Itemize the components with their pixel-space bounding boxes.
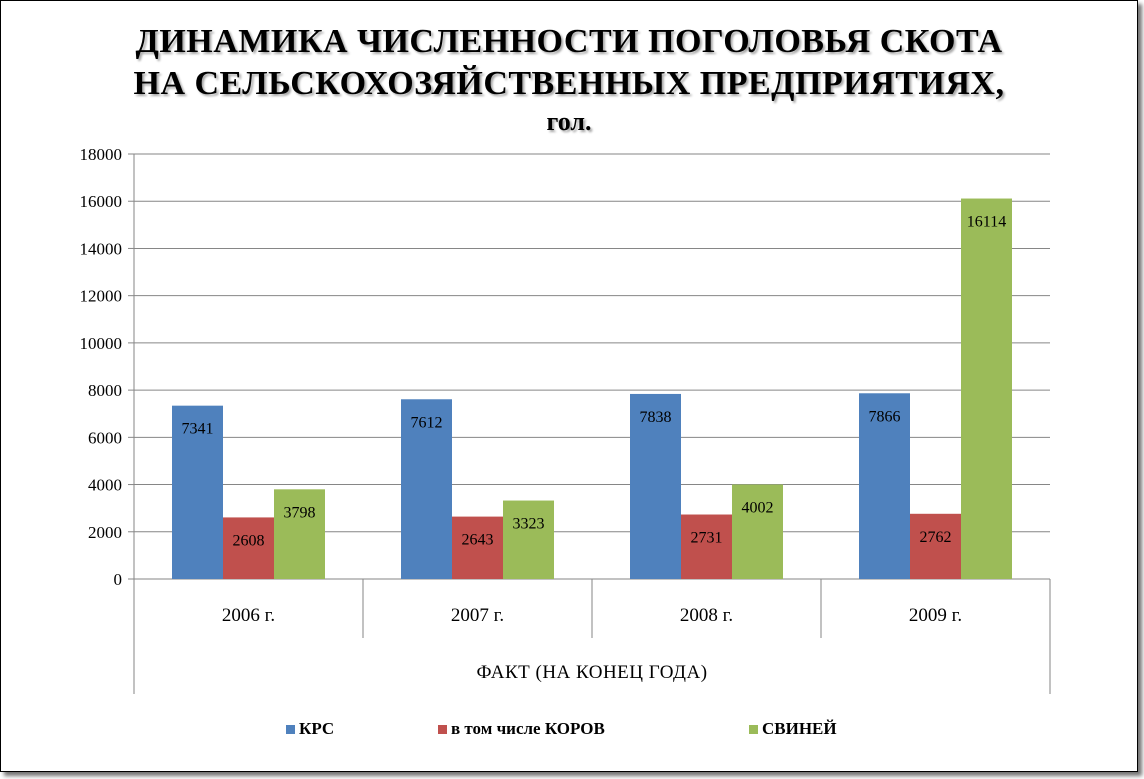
y-tick-label: 16000 [80,192,123,211]
chart-title-line-1: ДИНАМИКА ЧИСЛЕННОСТИ ПОГОЛОВЬЯ СКОТА [135,23,1003,60]
bar [859,393,910,579]
data-label: 3798 [284,504,316,521]
data-label: 2643 [462,532,494,549]
bar [401,399,452,579]
data-label: 7838 [640,409,672,426]
bar [223,517,274,579]
x-tick-label: 2009 г. [909,605,962,626]
bar [274,489,325,579]
y-tick-label: 12000 [80,287,123,306]
bar [910,513,961,579]
y-tick-label: 2000 [88,523,122,542]
chart-title-line-3: гол. [546,107,592,136]
y-tick-label: 6000 [88,428,122,447]
legend-item: в том числе КОРОВ [438,719,605,739]
x-tick-label: 2008 г. [680,605,733,626]
legend-label: КРС [299,719,335,738]
legend-item: КРС [286,719,334,739]
x-tick-label: 2007 г. [451,605,504,626]
y-tick-label: 0 [114,570,123,589]
data-label: 7341 [182,421,214,438]
data-label: 2608 [233,532,265,549]
y-tick-label: 10000 [80,334,123,353]
bar [630,393,681,579]
data-label: 4002 [742,500,774,517]
data-label: 16114 [967,214,1006,231]
data-label: 2762 [920,529,952,546]
x-group-label: ФАКТ (НА КОНЕЦ ГОДА) [476,662,707,683]
bar [172,405,223,579]
y-tick-label: 8000 [88,381,122,400]
bar [681,514,732,579]
data-label: 2731 [691,530,723,547]
chart-title-line-2: НА СЕЛЬСКОХОЗЯЙСТВЕННЫХ ПРЕДПРИЯТИЯХ, [133,65,1005,102]
data-label: 3323 [513,516,545,533]
legend-swatch [749,724,758,734]
legend-label: в том числе КОРОВ [451,719,605,738]
bar [503,500,554,579]
bar [452,516,503,579]
data-label: 7612 [411,414,443,431]
data-label: 7866 [869,408,901,425]
y-tick-label: 4000 [88,476,122,495]
bar [732,484,783,579]
legend-label: СВИНЕЙ [762,719,837,738]
legend-swatch [286,724,295,734]
bar [961,198,1012,579]
legend-swatch [438,724,447,734]
y-tick-label: 14000 [80,239,123,258]
chart-legend: КРС в том числе КОРОВ СВИНЕЙ [1,719,1137,743]
x-tick-label: 2006 г. [222,605,275,626]
legend-item: СВИНЕЙ [749,719,837,739]
y-tick-label: 18000 [80,145,123,164]
